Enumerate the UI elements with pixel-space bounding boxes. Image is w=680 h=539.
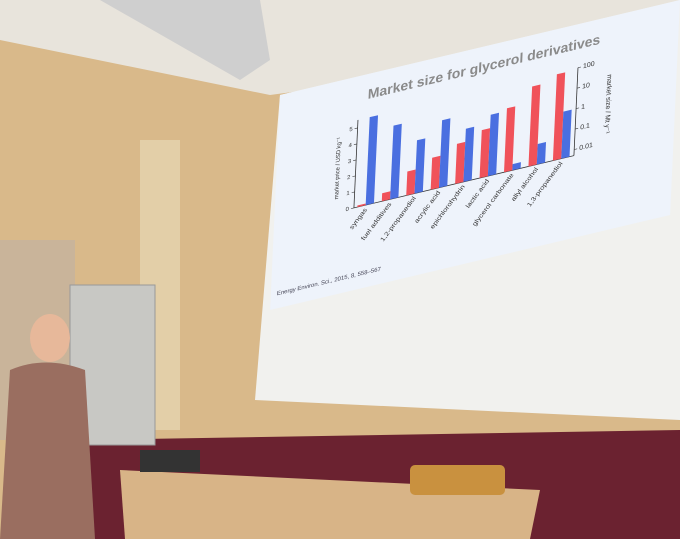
bar xyxy=(365,115,379,206)
y2-axis-label: market size / Mt y⁻¹ xyxy=(603,74,613,136)
bar xyxy=(512,162,521,171)
chair xyxy=(410,465,505,495)
y-tick-label: 4 xyxy=(348,143,352,150)
bar xyxy=(438,118,451,188)
bar xyxy=(536,142,547,165)
y2-tick-label: 10 xyxy=(582,82,590,91)
bar xyxy=(455,141,466,184)
bar xyxy=(528,84,541,167)
y2-tick xyxy=(577,66,581,69)
y2-tick-label: 0.01 xyxy=(579,142,593,152)
laptop xyxy=(140,450,200,472)
y-tick xyxy=(351,191,355,193)
ceiling-light xyxy=(100,0,270,80)
y-tick xyxy=(354,127,358,129)
y2-tick-label: 100 xyxy=(583,61,595,71)
y-tick xyxy=(352,175,356,177)
presenter-dress xyxy=(0,362,95,539)
y-tick-label: 0 xyxy=(345,207,349,214)
y-tick-label: 3 xyxy=(348,159,352,166)
bar xyxy=(552,72,566,161)
bar xyxy=(504,106,516,173)
bar xyxy=(487,112,500,177)
bar xyxy=(561,109,572,159)
bar xyxy=(406,169,416,196)
y2-tick xyxy=(576,107,580,109)
y2-tick xyxy=(574,148,578,150)
y-tick-label: 5 xyxy=(349,127,353,134)
y-tick xyxy=(353,143,357,145)
y-tick xyxy=(353,159,357,161)
y-tick-label: 1 xyxy=(346,191,350,198)
presenter-head xyxy=(30,314,70,362)
y2-tick-label: 0.1 xyxy=(580,122,590,131)
y-axis-label: market price / USD kg⁻¹ xyxy=(334,136,343,200)
y-tick xyxy=(350,207,354,209)
bar xyxy=(430,155,441,190)
y2-tick-label: 1 xyxy=(581,103,585,111)
y-tick-label: 2 xyxy=(347,175,351,182)
y-axis xyxy=(353,119,359,208)
y2-tick xyxy=(577,87,581,89)
bar xyxy=(357,203,366,208)
y2-tick xyxy=(575,128,579,130)
y2-axis xyxy=(573,67,579,156)
bar xyxy=(479,128,491,179)
bar xyxy=(390,123,402,200)
bar xyxy=(381,191,391,202)
bar xyxy=(463,126,475,182)
bar xyxy=(414,138,426,194)
